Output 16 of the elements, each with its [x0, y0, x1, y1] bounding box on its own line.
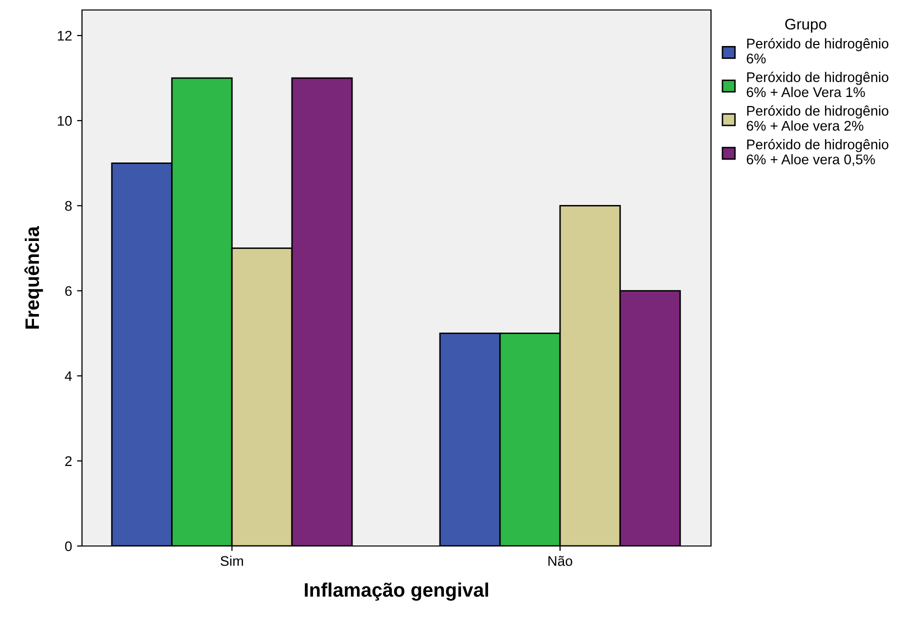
x-tick-label: Não [548, 556, 572, 566]
y-tick-label: 0 [65, 541, 72, 552]
y-tick-label: 6 [65, 286, 72, 296]
x-axis-title: Inflamação gengival [304, 582, 488, 601]
y-tick-label: 2 [65, 456, 72, 466]
legend-label: Peróxido de hidrogênio 6% [746, 38, 888, 64]
legend-label: Peróxido de hidrogênio 6% + Aloe vera 0,5% [746, 139, 888, 166]
y-tick-label: 8 [65, 201, 72, 211]
legend-label: Peróxido de hidrogênio 6% + Aloe Vera 1% [746, 72, 888, 98]
legend-title: Grupo [785, 18, 826, 33]
y-tick-label: 4 [64, 371, 72, 381]
y-tick-label: 10 [58, 116, 72, 126]
x-tick-label: Sim [220, 556, 243, 566]
legend-label: Peróxido de hidrogênio 6% + Aloe vera 2% [746, 105, 888, 131]
y-axis-title: Frequência [24, 226, 43, 329]
y-tick-label: 12 [58, 30, 72, 41]
